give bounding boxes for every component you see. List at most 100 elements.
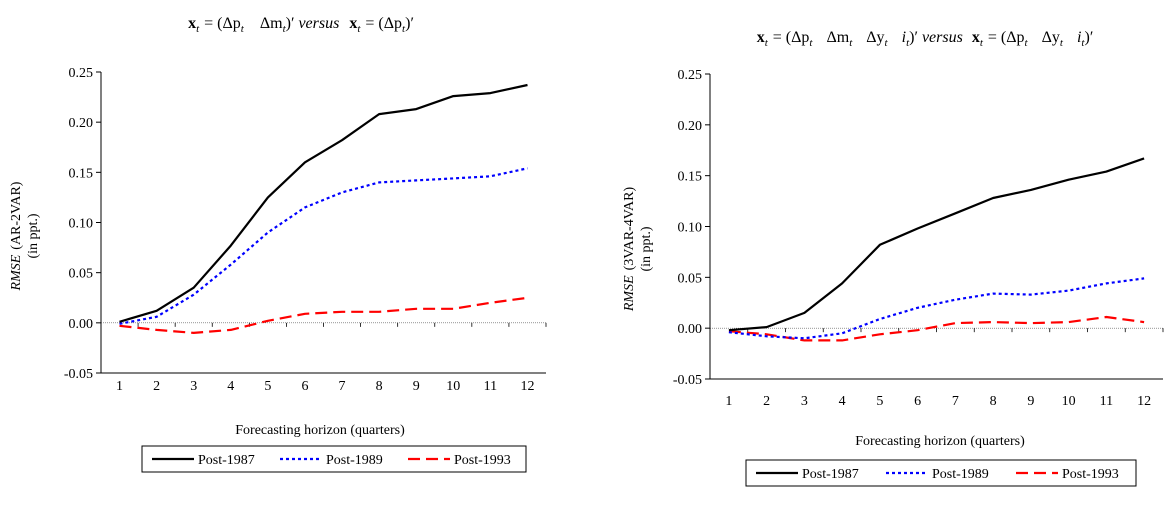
title-close1: )′: [909, 29, 918, 46]
left-legend-box: [141, 445, 527, 473]
title-close2: )′: [1084, 29, 1093, 46]
right-legend-label: Post-1987: [802, 467, 859, 482]
left-x-tick-label: 6: [301, 379, 308, 394]
right-x-tick-label: 12: [1137, 394, 1151, 409]
svg-text:RMSE(3VAR-4VAR): RMSE (3VAR-4VAR): [622, 187, 637, 313]
title-versus: versus: [298, 15, 339, 32]
right-legend-box: [745, 459, 1137, 487]
title-x1: x: [188, 15, 196, 32]
right-y-axis-label: RMSE (3VAR-4VAR) (in ppt.): [622, 187, 654, 313]
title-dy: Δy: [866, 29, 884, 46]
right-x-tick-label: 5: [876, 394, 883, 409]
left-ylabel-italic: RMSE: [9, 254, 24, 291]
right-x-tick-label: 8: [990, 394, 997, 409]
title-dm: Δm: [260, 15, 283, 32]
title-sub-t7: t: [1025, 37, 1029, 49]
left-y-tick-label: -0.05: [64, 367, 93, 382]
left-x-tick-label: 7: [339, 379, 346, 394]
right-ylabel-rest: (3VAR-4VAR): [622, 187, 637, 271]
left-x-axis-label: Forecasting horizon (quarters): [235, 423, 405, 438]
left-y-tick-label: 0.10: [69, 217, 94, 232]
title-eq1: = (Δp: [773, 29, 810, 46]
left-legend-label: Post-1993: [454, 453, 511, 468]
right-series-post-1993: [728, 315, 1145, 342]
right-x-tick-label: 11: [1100, 394, 1113, 409]
right-x-tick-label: 6: [914, 394, 921, 409]
left-y-axis-label: RMSE (AR-2VAR) (in ppt.): [9, 181, 41, 291]
title-close1: )′: [286, 15, 295, 32]
left-x-tick-label: 12: [520, 379, 534, 394]
left-y-tick-label: 0.25: [69, 66, 94, 81]
right-y-tick-label: 0.10: [678, 221, 703, 236]
left-x-tick-label: 2: [153, 379, 160, 394]
right-y-tick-label: 0.25: [678, 68, 703, 83]
title-sub-t5: t: [906, 37, 910, 49]
left-ylabel-unit: (in ppt.): [26, 213, 41, 258]
title-eq1: = (Δp: [204, 15, 241, 32]
title-sub-t3: t: [849, 37, 853, 49]
left-x-tick-label: 1: [116, 379, 123, 394]
right-series-post-1989: [728, 277, 1145, 340]
title-sub-t1: t: [765, 37, 769, 49]
left-series-post-1993: [119, 296, 528, 334]
title-versus: versus: [922, 29, 963, 46]
title-eq2: = (Δp: [988, 29, 1025, 46]
left-x-tick-label: 4: [227, 379, 234, 394]
left-ylabel-rest: (AR-2VAR): [9, 181, 24, 250]
left-x-tick-label: 3: [190, 379, 197, 394]
right-legend: Post-1987 Post-1989 Post-1993: [745, 459, 1137, 487]
title-x2: x: [972, 29, 980, 46]
right-y-tick-label: 0.20: [678, 119, 703, 134]
title-sub-t2: t: [809, 37, 813, 49]
left-series-post-1989: [119, 167, 528, 325]
right-y-tick-label: -0.05: [673, 373, 702, 388]
right-y-tick-label: 0.00: [678, 322, 703, 337]
left-x-tick-label: 8: [376, 379, 383, 394]
right-ylabel-italic: RMSE: [622, 275, 637, 312]
title-x2: x: [349, 15, 357, 32]
title-dy2: Δy: [1042, 29, 1060, 46]
left-series-post-1987: [119, 83, 528, 323]
title-sub-t2: t: [241, 23, 245, 35]
title-dm: Δm: [826, 29, 849, 46]
right-x-tick-label: 1: [725, 394, 732, 409]
title-close2: )′: [405, 15, 414, 32]
title-sub-t3: t: [283, 23, 287, 35]
right-legend-label: Post-1989: [932, 467, 989, 482]
left-chart-title: xt = (Δpt Δmt)′ versus xt = (Δpt)′: [188, 15, 414, 35]
right-y-tick-label: 0.05: [678, 271, 703, 286]
left-y-tick-label: 0.00: [69, 317, 94, 332]
right-x-tick-label: 7: [952, 394, 959, 409]
svg-text:RMSE(AR-2VAR): RMSE (AR-2VAR): [9, 181, 24, 291]
title-sub-t8: t: [1060, 37, 1064, 49]
title-sub-t6: t: [980, 37, 984, 49]
right-x-tick-label: 9: [1027, 394, 1034, 409]
left-x-tick-label: 9: [413, 379, 420, 394]
title-sub-t4: t: [885, 37, 889, 49]
right-chart: xt = (Δpt Δmt Δyt it)′ versus xt = (Δpt Δyt it)′ …: [622, 29, 1164, 487]
left-legend: Post-1987 Post-1989 Post-1993: [141, 445, 527, 473]
right-x-tick-label: 4: [839, 394, 846, 409]
right-x-tick-label: 3: [801, 394, 808, 409]
right-chart-title: xt = (Δpt Δmt Δyt it)′ versus xt = (Δpt Δyt it)′: [757, 29, 1094, 49]
right-y-tick-label: 0.15: [678, 170, 703, 185]
title-sub-t5: t: [402, 23, 406, 35]
left-legend-label: Post-1989: [326, 453, 383, 468]
title-x1: x: [757, 29, 765, 46]
right-ylabel-unit: (in ppt.): [639, 226, 654, 271]
left-chart: xt = (Δpt Δmt)′ versus xt = (Δpt)′ RMSE (AR-2V…: [9, 15, 547, 473]
left-x-tick-label: 11: [484, 379, 497, 394]
left-x-tick-label: 5: [264, 379, 271, 394]
right-series-post-1987: [728, 157, 1145, 332]
title-eq2: = (Δp: [365, 15, 402, 32]
title-i: i: [902, 29, 906, 46]
title-i2: i: [1077, 29, 1081, 46]
title-sub-t9: t: [1081, 37, 1085, 49]
right-legend-label: Post-1993: [1062, 467, 1119, 482]
title-sub-t1: t: [196, 23, 200, 35]
right-x-axis-label: Forecasting horizon (quarters): [855, 434, 1025, 449]
right-x-tick-label: 2: [763, 394, 770, 409]
left-y-tick-label: 0.20: [69, 116, 94, 131]
left-y-tick-label: 0.15: [69, 166, 94, 181]
